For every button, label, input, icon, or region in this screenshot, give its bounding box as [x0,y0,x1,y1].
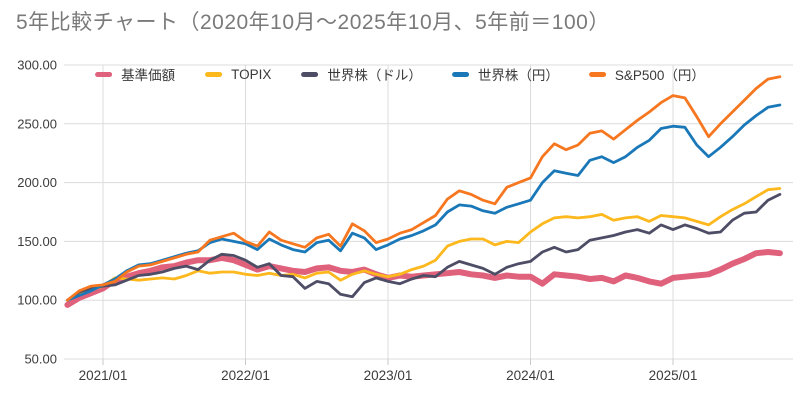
legend-item-fund-nav: 基準価額 [95,64,175,84]
legend-label-world-usd: 世界株（ドル） [327,68,422,83]
y-axis-label-150: 150.00 [17,234,57,249]
y-axis-label-250: 250.00 [17,116,57,131]
legend-item-world-jpy: 世界株（円） [451,64,559,84]
chart-title: 5年比較チャート（2020年10月～2025年10月、5年前＝100） [16,11,610,34]
series-line-topix [66,187,782,302]
y-axis-label-50: 50.00 [24,352,57,367]
legend-label-sp500-jpy: S&P500（円） [614,68,705,83]
x-axis-label-2022-01: 2022/01 [221,368,270,383]
legend-item-sp500-jpy: S&P500（円） [588,64,705,84]
legend-swatch-world-usd [301,71,319,77]
x-axis-label-2021-01: 2021/01 [79,368,128,383]
y-axis-label-200: 200.00 [17,175,57,190]
legend-swatch-world-jpy [451,71,469,77]
legend-item-topix: TOPIX [205,67,271,82]
series-line-world-usd [66,192,782,302]
chart-legend: 基準価額 TOPIX 世界株（ドル） 世界株（円） S&P500（円） [95,64,705,84]
x-axis-label-2024-01: 2024/01 [506,368,555,383]
x-axis-label-2023-01: 2023/01 [364,368,413,383]
legend-swatch-topix [205,71,223,77]
legend-item-world-usd: 世界株（ドル） [301,64,422,84]
legend-label-topix: TOPIX [231,66,272,82]
series-line-sp500-jpy [66,75,782,302]
legend-swatch-fund-nav [95,71,113,77]
legend-label-fund-nav: 基準価額 [121,68,176,83]
legend-label-world-jpy: 世界株（円） [477,68,559,83]
x-axis-label-2025-01: 2025/01 [649,368,698,383]
legend-swatch-sp500-jpy [588,71,606,77]
y-axis-label-100: 100.00 [17,293,57,308]
y-axis-label-300: 300.00 [17,58,57,73]
